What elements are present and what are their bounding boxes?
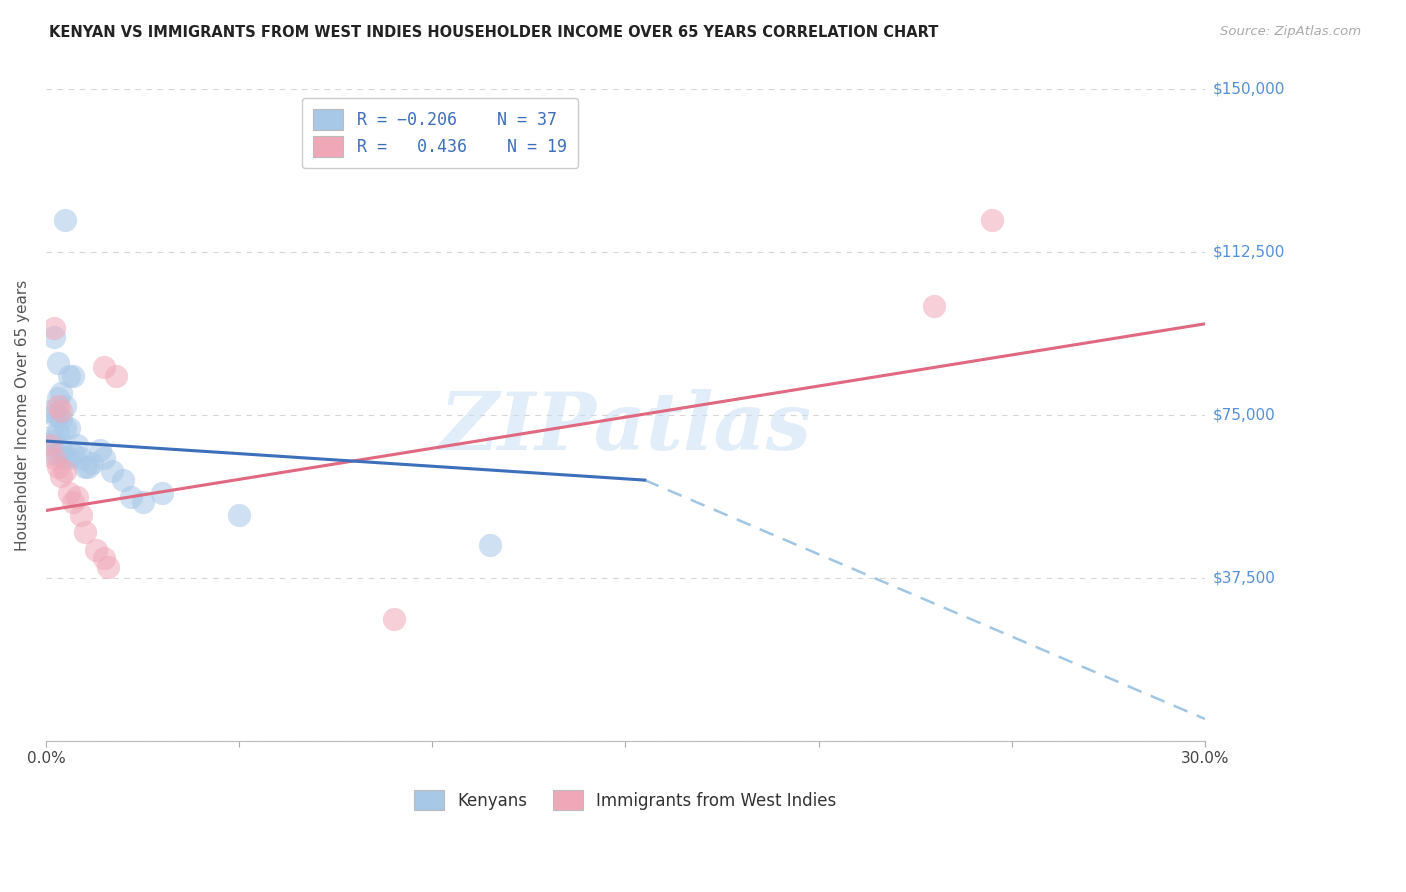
Point [38,438,60,452]
Text: $112,500: $112,500 [1213,244,1285,260]
Point [53,212,76,227]
Text: KENYAN VS IMMIGRANTS FROM WEST INDIES HOUSEHOLDER INCOME OVER 65 YEARS CORRELATI: KENYAN VS IMMIGRANTS FROM WEST INDIES HO… [49,25,939,40]
Point [228,508,250,522]
Point [73,460,96,475]
Text: $75,000: $75,000 [1213,408,1275,423]
Point [53,421,76,435]
Y-axis label: Householder Income Over 65 years: Householder Income Over 65 years [15,279,30,550]
Point [62,368,84,383]
Point [46,447,69,461]
Point [38,403,60,417]
Point [150,486,173,500]
Point [112,473,135,487]
Point [73,525,96,540]
Point [46,399,69,413]
Point [93,551,115,566]
Point [69,508,91,522]
Point [53,399,76,413]
Point [42,330,65,344]
Point [62,447,84,461]
Point [46,356,69,370]
Point [53,464,76,478]
Point [104,368,127,383]
Point [51,468,73,483]
Point [51,403,73,417]
Point [100,464,122,478]
Point [62,495,84,509]
Legend: Kenyans, Immigrants from West Indies: Kenyans, Immigrants from West Indies [402,778,848,822]
Point [479,538,502,552]
Point [77,460,100,475]
Point [89,442,111,457]
Point [84,542,107,557]
Point [93,360,115,375]
Point [42,408,65,422]
Point [82,456,104,470]
Point [66,491,89,505]
Text: $150,000: $150,000 [1213,82,1285,97]
Point [46,391,69,405]
Text: Source: ZipAtlas.com: Source: ZipAtlas.com [1220,25,1361,38]
Point [93,451,115,466]
Point [924,300,946,314]
Point [97,560,120,574]
Point [120,491,142,505]
Point [42,447,65,461]
Point [382,612,405,626]
Point [131,495,153,509]
Point [42,321,65,335]
Point [58,421,80,435]
Point [58,368,80,383]
Text: $37,500: $37,500 [1213,570,1277,585]
Point [58,486,80,500]
Point [51,442,73,457]
Text: ZIPatlas: ZIPatlas [439,389,811,467]
Point [46,460,69,475]
Point [53,451,76,466]
Point [981,212,1004,227]
Point [46,408,69,422]
Point [66,438,89,452]
Point [42,434,65,448]
Point [46,425,69,440]
Point [58,451,80,466]
Point [69,451,91,466]
Point [51,386,73,401]
Point [42,451,65,466]
Point [51,412,73,426]
Point [38,430,60,444]
